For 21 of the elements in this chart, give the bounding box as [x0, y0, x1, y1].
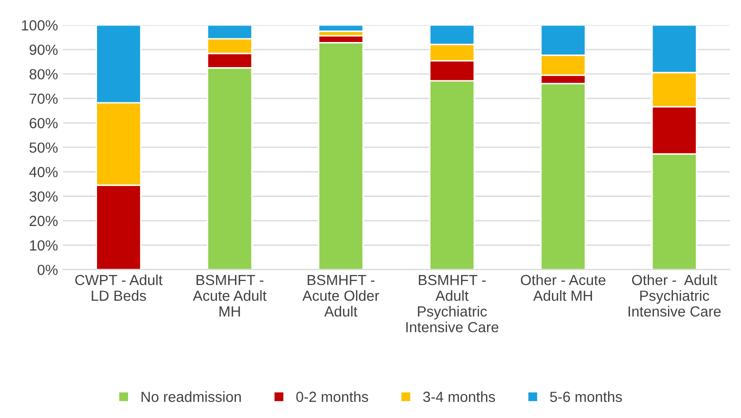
y-tick-label: 0%	[38, 264, 58, 276]
y-tick-label: 70%	[30, 94, 58, 104]
y-tick-label: 90%	[30, 44, 58, 55]
x-tick-label: BSMHFT - Acute Older Adult	[302, 274, 380, 317]
y-tick-label: 10%	[30, 240, 58, 251]
legend-label: 3-4 months	[423, 391, 496, 402]
legend-label: No readmission	[142, 391, 241, 402]
y-tick-label: 40%	[29, 166, 58, 178]
x-tick-label: BSMHFT - Adult Psychiatric Intensive Care	[406, 274, 498, 332]
legend-label: 0-2 months	[296, 391, 368, 402]
y-tick-label: 20%	[30, 216, 58, 226]
y-tick-label: 80%	[30, 69, 58, 80]
x-tick-label: BSMHFT - Acute Adult MH	[192, 274, 266, 316]
x-tick-label: Other - Adult Psychiatric Intensive Care	[628, 274, 721, 317]
y-tick-label: 100%	[22, 20, 58, 31]
x-tick-label: CWPT - Adult LD Beds	[75, 274, 162, 301]
legend-label: 5-6 months	[550, 391, 622, 402]
y-tick-label: 60%	[30, 118, 58, 128]
x-tick-label: Other - Acute Adult MH	[520, 274, 606, 301]
y-tick-label: 50%	[30, 142, 58, 153]
y-tick-label: 30%	[29, 191, 58, 202]
